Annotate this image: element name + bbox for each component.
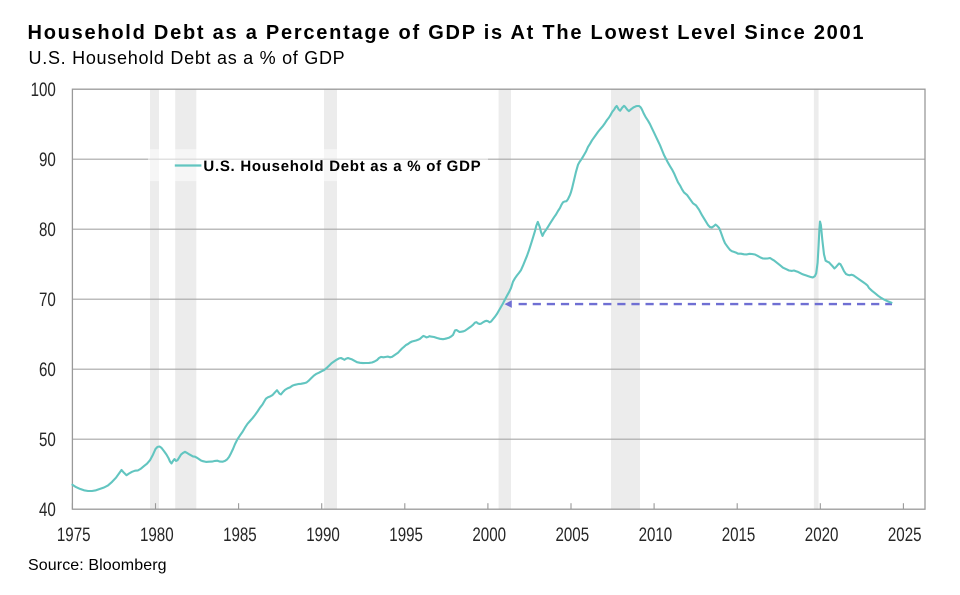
svg-text:2025: 2025 bbox=[888, 524, 922, 546]
svg-text:40: 40 bbox=[39, 499, 56, 521]
svg-text:2010: 2010 bbox=[639, 524, 673, 546]
svg-text:90: 90 bbox=[39, 149, 56, 171]
svg-text:60: 60 bbox=[39, 359, 56, 381]
svg-text:1985: 1985 bbox=[223, 524, 257, 546]
svg-text:70: 70 bbox=[39, 289, 56, 311]
svg-text:2020: 2020 bbox=[805, 524, 839, 546]
svg-text:2015: 2015 bbox=[722, 524, 756, 546]
svg-text:100: 100 bbox=[31, 79, 56, 101]
svg-text:1980: 1980 bbox=[140, 524, 174, 546]
svg-text:2000: 2000 bbox=[472, 524, 506, 546]
svg-text:1995: 1995 bbox=[389, 524, 423, 546]
svg-text:U.S. Household Debt as a % of: U.S. Household Debt as a % of GDP bbox=[203, 158, 481, 175]
svg-text:1990: 1990 bbox=[306, 524, 340, 546]
svg-text:2005: 2005 bbox=[556, 524, 590, 546]
svg-text:1975: 1975 bbox=[57, 524, 91, 546]
svg-text:80: 80 bbox=[39, 219, 56, 241]
svg-text:50: 50 bbox=[39, 429, 56, 451]
